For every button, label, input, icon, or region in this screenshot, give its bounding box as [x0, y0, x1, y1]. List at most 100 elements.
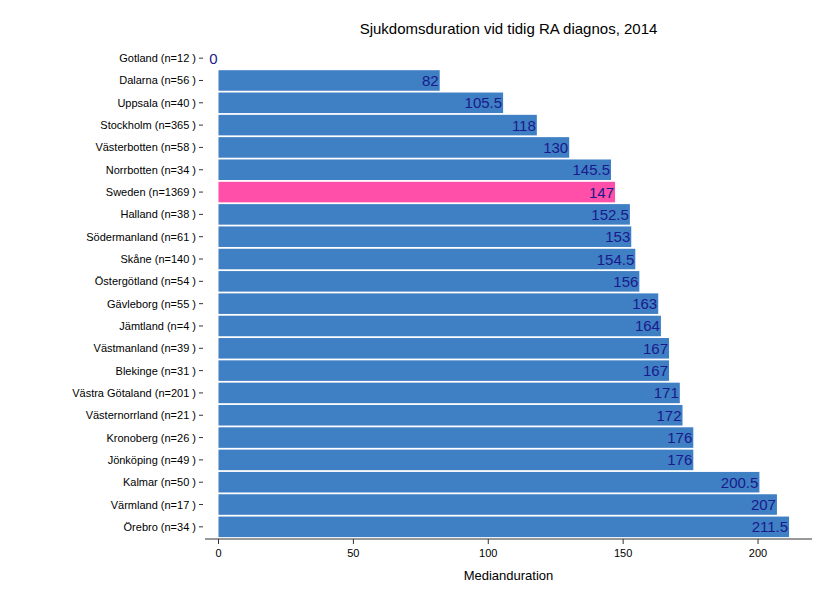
bar — [218, 115, 536, 136]
y-tick-label: Dalarna (n=56 ) — [119, 74, 196, 86]
data-label: 130 — [543, 139, 568, 156]
chart: Sjukdomsduration vid tidig RA diagnos, 2… — [0, 0, 839, 590]
x-axis — [205, 539, 812, 540]
data-label: 164 — [635, 317, 660, 334]
data-label: 163 — [632, 295, 657, 312]
y-tick — [199, 147, 203, 148]
y-tick — [199, 303, 203, 304]
y-tick — [199, 58, 203, 59]
x-tick-label: 200 — [749, 547, 767, 559]
bar — [218, 427, 693, 448]
x-tick — [623, 539, 624, 544]
x-tick-label: 0 — [215, 547, 221, 559]
x-tick-label: 150 — [614, 547, 632, 559]
y-tick — [199, 125, 203, 126]
bar — [218, 48, 219, 69]
y-tick — [199, 214, 203, 215]
y-tick — [199, 192, 203, 193]
x-tick — [353, 539, 354, 544]
data-label: 147 — [589, 184, 614, 201]
y-tick-label: Gotland (n=12 ) — [119, 52, 196, 64]
y-tick — [199, 102, 203, 103]
bar — [218, 316, 660, 337]
bar — [218, 360, 669, 381]
x-axis-label: Medianduration — [464, 568, 554, 583]
bar — [218, 517, 789, 538]
y-tick-label: Västmanland (n=39 ) — [94, 342, 196, 354]
y-tick — [199, 482, 203, 483]
y-tick-label: Västernorrland (n=21 ) — [86, 409, 196, 421]
x-tick — [218, 539, 219, 544]
data-label: 153 — [605, 228, 630, 245]
y-tick-label: Skåne (n=140 ) — [120, 253, 196, 265]
y-tick-label: Jämtland (n=4 ) — [119, 320, 196, 332]
bar — [218, 472, 759, 493]
bar — [218, 204, 629, 225]
data-label: 200.5 — [721, 474, 759, 491]
y-tick — [199, 415, 203, 416]
y-tick — [199, 281, 203, 282]
y-tick — [199, 80, 203, 81]
y-tick-label: Södermanland (n=61 ) — [86, 231, 196, 243]
x-tick — [758, 539, 759, 544]
title: Sjukdomsduration vid tidig RA diagnos, 2… — [360, 20, 658, 37]
y-tick — [199, 370, 203, 371]
y-tick-label: Gävleborg (n=55 ) — [107, 298, 196, 310]
data-label: 211.5 — [752, 518, 788, 535]
bar — [218, 271, 639, 292]
bar — [218, 182, 615, 203]
y-tick-label: Värmland (n=17 ) — [111, 499, 196, 511]
bar — [218, 159, 611, 180]
x-tick-label: 50 — [347, 547, 359, 559]
y-tick-label: Norrbotten (n=34 ) — [106, 164, 196, 176]
y-tick-label: Jönköping (n=49 ) — [108, 454, 196, 466]
y-tick — [199, 392, 203, 393]
data-label: 176 — [667, 429, 692, 446]
data-label: 172 — [656, 407, 681, 424]
y-tick — [199, 459, 203, 460]
y-tick — [199, 236, 203, 237]
bar — [218, 70, 439, 91]
y-tick-label: Västra Götaland (n=201 ) — [72, 387, 196, 399]
y-tick-label: Sweden (n=1369 ) — [106, 186, 196, 198]
x-tick-label: 100 — [479, 547, 497, 559]
data-label: 118 — [512, 117, 536, 134]
y-tick-label: Västerbotten (n=58 ) — [95, 141, 196, 153]
data-label: 145.5 — [572, 161, 610, 178]
data-label: 152.5 — [591, 206, 629, 223]
bar — [218, 249, 635, 270]
data-label: 156 — [613, 273, 638, 290]
bar — [218, 293, 658, 314]
y-tick-label: Halland (n=38 ) — [120, 208, 196, 220]
data-label: 82 — [422, 72, 439, 89]
bar — [218, 226, 631, 247]
bar — [218, 93, 503, 114]
y-tick — [199, 348, 203, 349]
y-tick-label: Östergötland (n=54 ) — [95, 275, 196, 287]
y-tick — [199, 325, 203, 326]
data-label: 167 — [643, 362, 668, 379]
bar — [218, 383, 679, 404]
data-label: 171 — [654, 384, 679, 401]
bar — [218, 405, 682, 426]
y-tick-label: Kronoberg (n=26 ) — [106, 432, 196, 444]
y-tick-label: Uppsala (n=40 ) — [117, 97, 196, 109]
y-tick — [199, 526, 203, 527]
bar — [218, 338, 669, 359]
bar — [218, 494, 776, 515]
data-label: 176 — [667, 451, 692, 468]
y-tick — [199, 504, 203, 505]
data-label: 207 — [751, 496, 776, 513]
data-label: 154.5 — [597, 251, 635, 268]
y-tick — [199, 259, 203, 260]
x-tick — [488, 539, 489, 544]
bar — [218, 137, 569, 158]
bars — [218, 70, 789, 537]
bar — [218, 450, 693, 471]
y-tick-label: Örebro (n=34 ) — [124, 521, 196, 533]
y-tick — [199, 169, 203, 170]
y-tick-label: Blekinge (n=31 ) — [116, 365, 196, 377]
y-tick-label: Kalmar (n=50 ) — [123, 476, 196, 488]
data-label: 105.5 — [465, 94, 503, 111]
data-label: 167 — [643, 340, 668, 357]
